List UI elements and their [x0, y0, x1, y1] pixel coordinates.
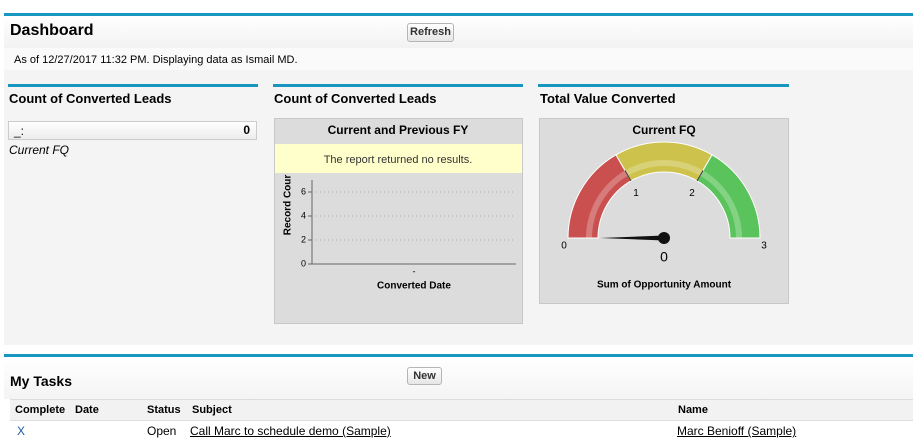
column-header: Date	[75, 404, 99, 416]
component-border	[8, 84, 258, 87]
status-text: As of 12/27/2017 11:32 PM. Displaying da…	[14, 54, 298, 66]
gauge-band	[696, 154, 761, 239]
chart-title: Current and Previous FY	[328, 123, 469, 137]
y-tick-label: 6	[301, 186, 306, 196]
metric-value: 0	[243, 123, 250, 137]
gauge-band-highlight	[625, 159, 703, 176]
complete-link[interactable]: X	[17, 424, 26, 438]
y-axis-label: Record Cour	[283, 175, 294, 236]
gauge-label: Sum of Opportunity Amount	[597, 280, 732, 291]
gauge-tick	[696, 170, 704, 182]
status-cell: Open	[147, 424, 177, 438]
y-tick-label: 2	[301, 234, 306, 244]
metric-label: _:	[14, 124, 25, 138]
gauge-tick	[624, 170, 632, 182]
gauge-tick-label: 1	[633, 188, 639, 199]
x-tick-label: -	[413, 266, 416, 276]
chart-message: The report returned no results.	[324, 154, 473, 166]
gauge-value: 0	[660, 249, 668, 265]
dashboard-title: Dashboard	[10, 22, 94, 39]
component-border	[273, 84, 523, 87]
chart-title: Current FQ	[632, 123, 695, 137]
gauge-hub	[658, 232, 670, 244]
metric-footer: Current FQ	[9, 143, 70, 157]
tasks-border	[4, 354, 913, 357]
gauge-band-highlight	[700, 170, 742, 238]
header-bar	[4, 16, 913, 48]
status-bar	[4, 48, 913, 70]
component-title: Count of Converted Leads	[9, 91, 172, 106]
column-header: Name	[678, 404, 708, 416]
component-border	[538, 84, 789, 87]
column-header: Subject	[192, 404, 232, 416]
table-header	[10, 399, 913, 421]
gauge-band-highlight	[586, 170, 628, 238]
y-tick-label: 4	[301, 210, 306, 220]
gauge-tick-label: 3	[761, 241, 767, 252]
component-title: Total Value Converted	[540, 91, 676, 106]
subject-link[interactable]: Call Marc to schedule demo (Sample)	[190, 424, 391, 438]
x-axis-label: Converted Date	[377, 281, 451, 292]
gauge-tick-label: 2	[689, 188, 695, 199]
header-border	[4, 13, 913, 16]
tasks-header	[4, 357, 913, 399]
new-button[interactable]: New	[407, 367, 442, 385]
component-title: Count of Converted Leads	[274, 91, 437, 106]
y-tick-label: 0	[301, 258, 306, 268]
message-box	[275, 144, 522, 173]
tasks-title: My Tasks	[10, 373, 72, 389]
column-header: Complete	[15, 404, 66, 416]
gauge-needle	[600, 235, 664, 241]
refresh-button[interactable]: Refresh	[407, 23, 454, 42]
metric-box	[8, 121, 257, 140]
column-header: Status	[147, 404, 181, 416]
gauge-tick-label: 0	[561, 241, 567, 252]
name-link[interactable]: Marc Benioff (Sample)	[677, 424, 797, 438]
